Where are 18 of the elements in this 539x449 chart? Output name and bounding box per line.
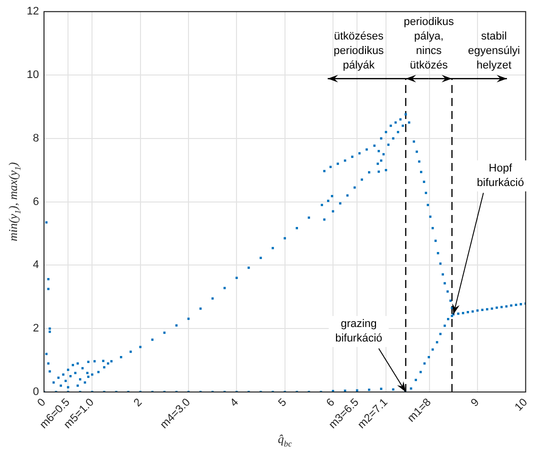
annotation: ütközéses periodikus pályák <box>334 30 384 72</box>
y-tick-label: 12 <box>26 6 39 18</box>
x-tick-label: 2 <box>132 396 145 410</box>
x-tick-label: 9 <box>468 396 482 410</box>
annotation: grazing bifurkáció <box>335 318 382 345</box>
annotation: stabil egyensúlyi helyzet <box>468 30 520 72</box>
y-tick-label: 0 <box>32 386 39 398</box>
x-tick-label: 4 <box>228 396 241 410</box>
y-tick-label: 4 <box>32 259 39 272</box>
y-axis-title: min(y1), max(y1) <box>6 162 23 242</box>
annotation: periodikus pálya, nincs ütközés <box>404 16 454 72</box>
y-tick-label: 8 <box>32 132 39 144</box>
y-tick-label: 6 <box>32 196 39 208</box>
x-tick-label: 5 <box>276 396 290 410</box>
x-tick-label: 10 <box>512 396 530 414</box>
y-tick-label: 10 <box>26 69 39 82</box>
annotation: Hopf bifurkáció <box>476 162 524 189</box>
y-tick-label: 2 <box>32 322 39 335</box>
